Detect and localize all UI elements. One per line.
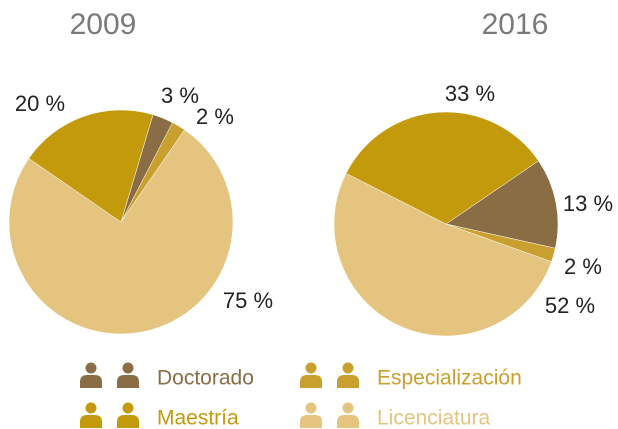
person-body <box>337 375 359 388</box>
legend-item: Especialización <box>300 362 522 390</box>
person-body <box>337 415 359 428</box>
person-body <box>117 415 139 428</box>
person-head <box>305 362 317 374</box>
legend-item: Licenciatura <box>300 402 491 429</box>
pie-slice <box>28 109 154 223</box>
legend-item: Doctorado <box>80 362 254 390</box>
person-body <box>80 415 102 428</box>
person-head <box>85 362 97 374</box>
value-label: 20 % <box>15 91 65 116</box>
value-label: 33 % <box>445 81 495 106</box>
person-head <box>122 362 134 374</box>
person-body <box>300 415 322 428</box>
person-body <box>80 375 102 388</box>
person-head <box>85 402 97 414</box>
pie-slice <box>445 160 559 249</box>
chart-title: 2016 <box>482 8 549 41</box>
person-body <box>117 375 139 388</box>
person-body <box>300 375 322 388</box>
pie-slice <box>333 172 552 337</box>
value-label: 2 % <box>564 254 602 279</box>
value-label: 13 % <box>563 191 613 216</box>
pie-slice <box>345 111 539 225</box>
value-label: 75 % <box>223 288 273 313</box>
legend-label: Licenciatura <box>377 407 491 429</box>
value-label: 52 % <box>545 293 595 318</box>
person-head <box>305 402 317 414</box>
legend-item: Maestría <box>80 402 239 429</box>
legend-label: Doctorado <box>157 367 254 390</box>
person-head <box>342 362 354 374</box>
value-label: 3 % <box>161 83 199 108</box>
pie-slice <box>8 129 234 335</box>
chart-title: 2009 <box>70 8 137 41</box>
person-head <box>342 402 354 414</box>
legend-label: Especialización <box>377 367 522 390</box>
person-head <box>122 402 134 414</box>
value-label: 2 % <box>196 104 234 129</box>
legend-label: Maestría <box>157 407 239 429</box>
